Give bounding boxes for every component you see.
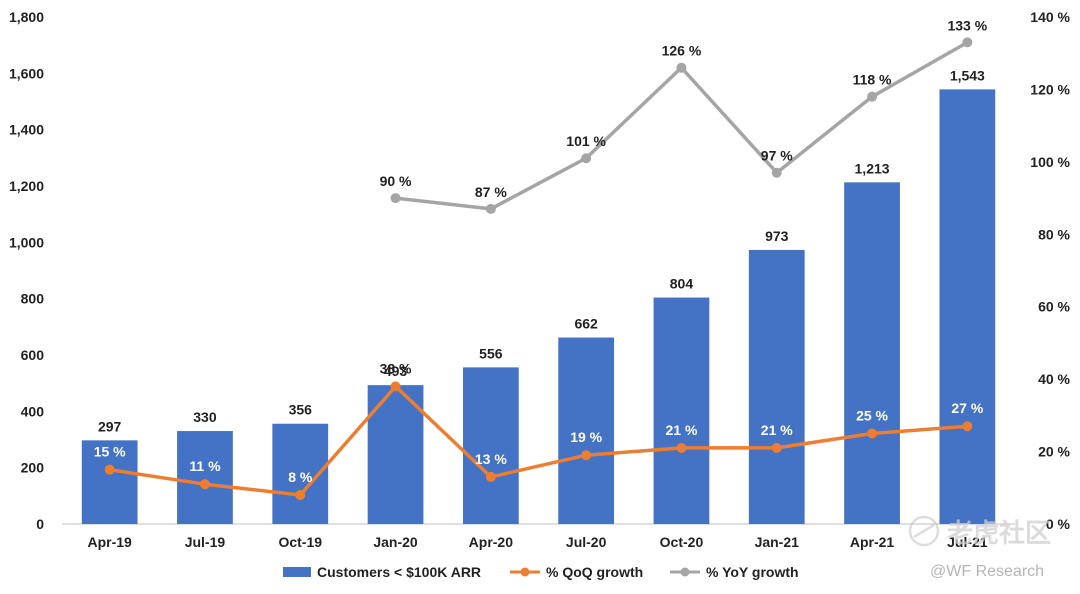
- bar-value-label: 330: [193, 409, 217, 425]
- y-right-tick-label: 40 %: [1038, 371, 1070, 387]
- y-axis-right: 0 % 20 % 40 % 60 % 80 % 100 % 120 % 140 %: [1030, 9, 1070, 532]
- bar-value-label: 493: [384, 363, 408, 379]
- bar-value-label: 662: [574, 316, 598, 332]
- yoy-value-label: 101 %: [566, 133, 606, 149]
- qoq-value-label: 15 %: [94, 444, 126, 460]
- y-right-tick-label: 20 %: [1038, 444, 1070, 460]
- y-left-tick-label: 1,800: [9, 9, 44, 25]
- bar: [939, 89, 996, 524]
- bar: [81, 440, 138, 524]
- bar: [462, 367, 519, 524]
- qoq-value-label: 27 %: [951, 400, 983, 416]
- x-tick-label: Jul-21: [947, 534, 988, 550]
- qoq-point: [771, 442, 782, 453]
- x-tick-label: Oct-19: [278, 534, 322, 550]
- y-right-tick-label: 120 %: [1030, 81, 1070, 97]
- qoq-point: [199, 479, 210, 490]
- qoq-value-label: 11 %: [189, 458, 221, 474]
- qoq-point: [962, 421, 973, 432]
- y-left-tick-label: 400: [21, 403, 45, 419]
- yoy-point: [485, 203, 496, 214]
- qoq-point: [390, 381, 401, 392]
- bar: [748, 249, 805, 524]
- bar: [558, 337, 615, 524]
- legend-marker-yoy: [680, 567, 690, 577]
- y-left-tick-label: 1,600: [9, 65, 44, 81]
- yoy-point: [676, 62, 687, 73]
- y-right-tick-label: 0 %: [1046, 516, 1071, 532]
- bar-value-label: 556: [479, 345, 503, 361]
- yoy-point: [962, 37, 973, 48]
- x-tick-label: Jan-21: [755, 534, 800, 550]
- yoy-point: [390, 193, 401, 204]
- x-tick-label: Apr-21: [850, 534, 895, 550]
- line-series: [104, 37, 973, 501]
- y-left-tick-label: 1,200: [9, 178, 44, 194]
- qoq-point: [295, 490, 306, 501]
- x-tick-label: Apr-19: [87, 534, 132, 550]
- y-left-tick-label: 1,400: [9, 122, 44, 138]
- legend-marker-qoq: [520, 567, 530, 577]
- yoy-point: [771, 167, 782, 178]
- qoq-point: [867, 428, 878, 439]
- y-right-tick-label: 60 %: [1038, 299, 1070, 315]
- y-left-tick-label: 600: [21, 347, 45, 363]
- y-left-tick-label: 200: [21, 460, 45, 476]
- watermark-credit: @WF Research: [930, 563, 1044, 580]
- y-left-tick-label: 800: [21, 291, 45, 307]
- x-tick-label: Jul-20: [566, 534, 607, 550]
- y-left-tick-label: 1,000: [9, 234, 44, 250]
- watermark: 老虎社区 @WF Research: [908, 515, 1051, 580]
- legend-swatch-bar: [283, 567, 311, 577]
- yoy-value-label: 126 %: [662, 43, 702, 59]
- watermark-logo: [908, 515, 940, 547]
- qoq-value-label: 25 %: [856, 407, 888, 423]
- bar-value-label: 804: [670, 276, 694, 292]
- x-tick-label: Jan-20: [373, 534, 418, 550]
- y-right-tick-label: 80 %: [1038, 226, 1070, 242]
- y-right-tick-label: 100 %: [1030, 154, 1070, 170]
- legend: Customers < $100K ARR % QoQ growth % YoY…: [283, 564, 799, 580]
- bar: [177, 431, 233, 524]
- yoy-value-label: 90 %: [380, 173, 412, 189]
- qoq-value-label: 13 %: [475, 451, 507, 467]
- bar-value-label: 973: [765, 228, 789, 244]
- qoq-value-label: 21 %: [761, 422, 793, 438]
- qoq-value-label: 8 %: [288, 469, 313, 485]
- bar-series: [81, 89, 996, 525]
- legend-label-qoq: % QoQ growth: [546, 564, 643, 580]
- qoq-value-label: 21 %: [665, 422, 697, 438]
- y-right-tick-label: 140 %: [1030, 9, 1070, 25]
- qoq-line: [109, 384, 968, 497]
- y-left-tick-label: 0: [36, 516, 44, 532]
- yoy-value-label: 97 %: [761, 148, 793, 164]
- bar-value-label: 1,543: [950, 67, 985, 83]
- qoq-point: [104, 464, 115, 475]
- x-axis: Apr-19 Jul-19 Oct-19 Jan-20 Apr-20 Jul-20 Oct-…: [62, 523, 1015, 550]
- yoy-value-label: 133 %: [947, 17, 987, 33]
- x-tick-label: Apr-20: [469, 534, 514, 550]
- yoy-point: [581, 153, 592, 164]
- bar-value-label: 356: [289, 402, 313, 418]
- data-labels: 297 330 356 493 556 662 804 973 1,213 1,543 15 % 11…: [94, 17, 988, 485]
- bar: [844, 182, 900, 525]
- qoq-value-label: 19 %: [570, 429, 602, 445]
- qoq-value-label: 38 %: [380, 360, 412, 376]
- qoq-point: [676, 442, 687, 453]
- legend-label-customers: Customers < $100K ARR: [317, 564, 481, 580]
- yoy-value-label: 118 %: [853, 72, 892, 88]
- y-axis-left: 0 200 400 600 800 1,000 1,200 1,400 1,600 1,800: [9, 9, 44, 532]
- qoq-point: [485, 471, 496, 482]
- bar: [653, 297, 710, 524]
- x-tick-label: Oct-20: [660, 534, 704, 550]
- yoy-value-label: 87 %: [475, 184, 507, 200]
- qoq-point: [581, 450, 592, 461]
- legend-label-yoy: % YoY growth: [706, 564, 799, 580]
- x-tick-label: Jul-19: [185, 534, 226, 550]
- watermark-brand: 老虎社区: [947, 518, 1051, 548]
- bar-value-label: 297: [98, 418, 122, 434]
- yoy-point: [867, 91, 878, 102]
- bar-value-label: 1,213: [855, 160, 890, 176]
